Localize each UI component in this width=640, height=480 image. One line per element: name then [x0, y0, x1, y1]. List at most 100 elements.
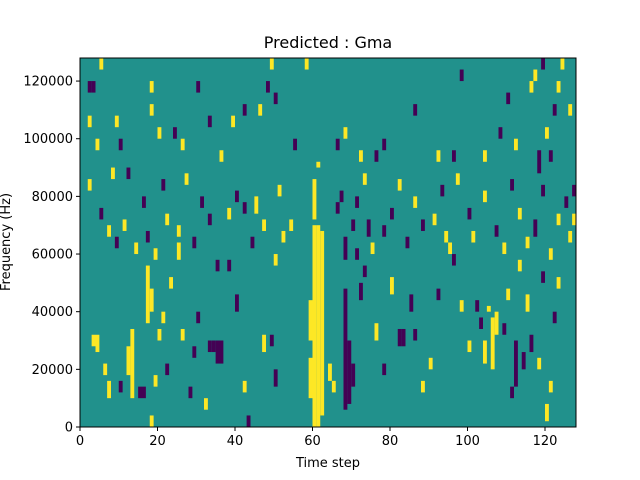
heatmap-cell [517, 259, 522, 272]
heatmap-cell [149, 81, 154, 93]
heatmap-cell [207, 340, 212, 353]
heatmap-cell [126, 346, 131, 376]
heatmap-cell [242, 202, 247, 214]
heatmap-cell [529, 81, 534, 93]
heatmap-cell [510, 179, 514, 191]
heatmap-cell [525, 236, 530, 249]
heatmap-cell [316, 225, 321, 427]
heatmap-cell [382, 225, 387, 237]
heatmap-cell [111, 167, 115, 180]
heatmap-cell [502, 323, 507, 335]
heatmap-cell [564, 196, 569, 208]
heatmap-cell [192, 346, 197, 358]
heatmap-cell [502, 242, 507, 255]
heatmap-cell [118, 138, 123, 151]
heatmap-cell [413, 328, 418, 341]
heatmap-cell [552, 311, 557, 324]
heatmap-cell [266, 81, 270, 93]
heatmap-cell [452, 150, 456, 162]
heatmap-cell [335, 202, 340, 214]
heatmap-cell [374, 323, 379, 341]
heatmap-cell [382, 363, 387, 376]
heatmap-cell [87, 179, 92, 191]
heatmap-cell [545, 127, 549, 139]
heatmap-cell [517, 207, 522, 220]
heatmap-cell [548, 380, 553, 393]
heatmap-cell [204, 398, 208, 410]
heatmap-cell [548, 248, 553, 260]
heatmap-cell [273, 369, 278, 387]
heatmap-cell [421, 380, 425, 393]
heatmap-cell [479, 317, 483, 329]
heatmap-cell [293, 138, 297, 151]
heatmap-cell [134, 242, 139, 255]
heatmap-cell [91, 334, 96, 347]
heatmap-cell [87, 115, 92, 128]
x-tick-label: 80 [382, 434, 399, 449]
heatmap-cell [343, 236, 348, 260]
heatmap-cell [219, 340, 224, 364]
heatmap-cell [184, 173, 189, 185]
heatmap-cell [126, 167, 131, 180]
heatmap-cell [370, 242, 375, 255]
heatmap-cell [196, 311, 201, 324]
y-tick-label: 120000 [23, 75, 73, 90]
heatmap-cell [95, 334, 100, 353]
heatmap-cell [533, 69, 538, 82]
heatmap-cell [525, 294, 530, 312]
heatmap-cell [471, 230, 476, 243]
heatmap-cell [475, 300, 480, 312]
heatmap-cell [444, 230, 449, 243]
heatmap-cells [87, 58, 576, 427]
heatmap-cell [235, 190, 239, 203]
heatmap-cell [432, 213, 437, 226]
y-axis-label: Frequency (Hz) [0, 193, 14, 291]
heatmap-cell [281, 230, 286, 243]
heatmap-cell [161, 179, 166, 191]
heatmap-cell [436, 150, 441, 162]
heatmap-cell [440, 184, 445, 197]
heatmap-cell [545, 403, 549, 422]
heatmap-cell [227, 259, 232, 272]
heatmap-cell [200, 196, 204, 208]
heatmap-cell [397, 328, 402, 347]
plot-frame [79, 57, 577, 428]
heatmap-cell [312, 225, 317, 427]
heatmap-cell [103, 363, 108, 376]
heatmap-cell [328, 363, 332, 381]
heatmap-cell [572, 213, 576, 226]
heatmap-cell [145, 265, 150, 324]
heatmap-cell [351, 219, 356, 231]
heatmap-cell [552, 104, 557, 116]
heatmap-cell [556, 213, 561, 226]
heatmap-cell [211, 340, 216, 353]
heatmap-cell [355, 248, 359, 260]
heatmap-cell [459, 300, 464, 312]
x-axis-label: Time step [295, 456, 360, 471]
y-tick-label: 0 [65, 421, 73, 436]
heatmap-cell [207, 213, 212, 226]
heatmap-cell [180, 328, 185, 341]
x-tick-label: 60 [304, 434, 321, 449]
chart-title: Predicted : Gma [264, 33, 392, 52]
heatmap-cell [118, 380, 123, 393]
heatmap-cell [486, 305, 491, 312]
heatmap-cell [99, 207, 104, 220]
heatmap-cell [157, 127, 162, 139]
heatmap-cell [347, 340, 352, 404]
heatmap-cell [409, 294, 414, 312]
heatmap-cell [207, 115, 212, 128]
heatmap-cell [215, 340, 220, 364]
heatmap-cell [130, 328, 135, 399]
heatmap-cell [304, 58, 309, 70]
y-tick-label: 60000 [32, 248, 73, 263]
heatmap-cell [359, 150, 363, 162]
heatmap-cell [541, 58, 545, 70]
heatmap-cell [219, 150, 224, 162]
heatmap-cell [568, 230, 573, 243]
y-tick-label: 20000 [32, 363, 73, 378]
heatmap-cell [250, 236, 255, 249]
heatmap-cell [362, 173, 367, 185]
x-tick-label: 20 [149, 434, 166, 449]
heatmap-cell [556, 81, 561, 93]
